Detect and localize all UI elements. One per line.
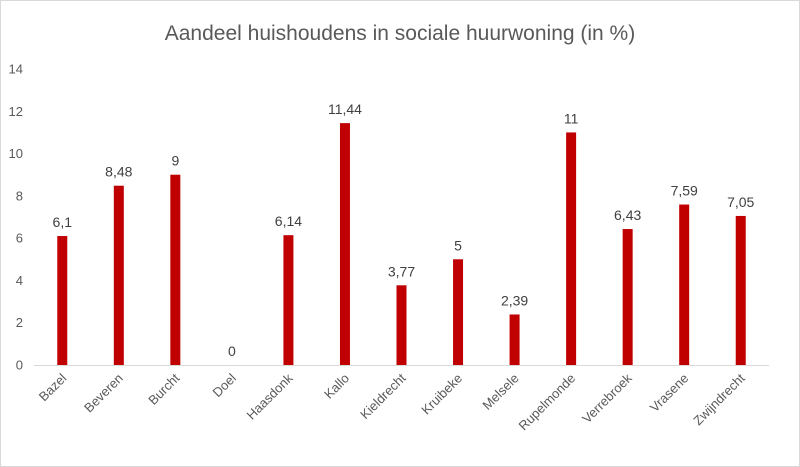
category-label: Verrebroek (579, 370, 635, 426)
data-label: 3,77 (388, 263, 415, 279)
category-label: Kieldrecht (357, 370, 409, 422)
data-label: 6,1 (53, 214, 73, 230)
y-axis-ticks: 0 2 4 6 8 10 12 14 (9, 62, 23, 373)
category-label: Kallo (321, 371, 352, 402)
y-tick-label: 6 (16, 231, 23, 246)
chart-title: Aandeel huishoudens in sociale huurwonin… (165, 22, 635, 45)
category-label: Kruibeke (418, 371, 465, 418)
data-label: 6,43 (614, 207, 641, 223)
category-label: Bazel (36, 370, 70, 404)
y-tick-label: 12 (9, 104, 23, 119)
data-label: 8,48 (105, 164, 132, 180)
y-tick-label: 14 (9, 62, 23, 77)
category-label: Beveren (81, 371, 126, 416)
data-label: 6,14 (275, 213, 302, 229)
data-label: 5 (454, 237, 462, 253)
y-tick-label: 0 (16, 358, 23, 373)
bar (509, 314, 520, 365)
bar (453, 259, 464, 365)
data-labels-group: 6,1 8,48 9 0 6,14 11,44 3,77 5 2,39 11 6,43 7,59 7,0… (53, 101, 755, 359)
data-label: 11 (564, 110, 579, 126)
bar (339, 123, 350, 365)
bar (170, 174, 181, 365)
bar (283, 235, 294, 365)
y-tick-label: 8 (16, 188, 23, 203)
bar (396, 285, 407, 365)
category-label: Haasdonk (244, 370, 296, 422)
data-label: 9 (171, 153, 179, 169)
category-labels-group: Bazel Beveren Burcht Doel Haasdonk Kallo Kield… (36, 370, 748, 433)
bar (113, 185, 124, 365)
data-label: 2,39 (501, 292, 528, 308)
category-label: Rupelmonde (516, 371, 579, 434)
bar (679, 204, 690, 365)
bars-group (57, 123, 746, 365)
category-label: Burcht (145, 370, 182, 407)
bar (57, 236, 68, 365)
category-label: Zwijndrecht (690, 370, 748, 428)
data-label: 7,59 (671, 183, 698, 199)
data-label: 7,05 (727, 194, 754, 210)
category-label: Vrasene (647, 371, 692, 416)
category-label: Doel (209, 370, 239, 400)
category-label: Melsele (479, 371, 521, 413)
bar (735, 215, 746, 365)
y-tick-label: 10 (9, 146, 23, 161)
bar (622, 229, 633, 365)
data-label: 11,44 (328, 101, 362, 117)
y-tick-label: 4 (16, 273, 23, 288)
data-label: 0 (228, 343, 236, 359)
bar (566, 132, 577, 365)
y-tick-label: 2 (16, 315, 23, 330)
